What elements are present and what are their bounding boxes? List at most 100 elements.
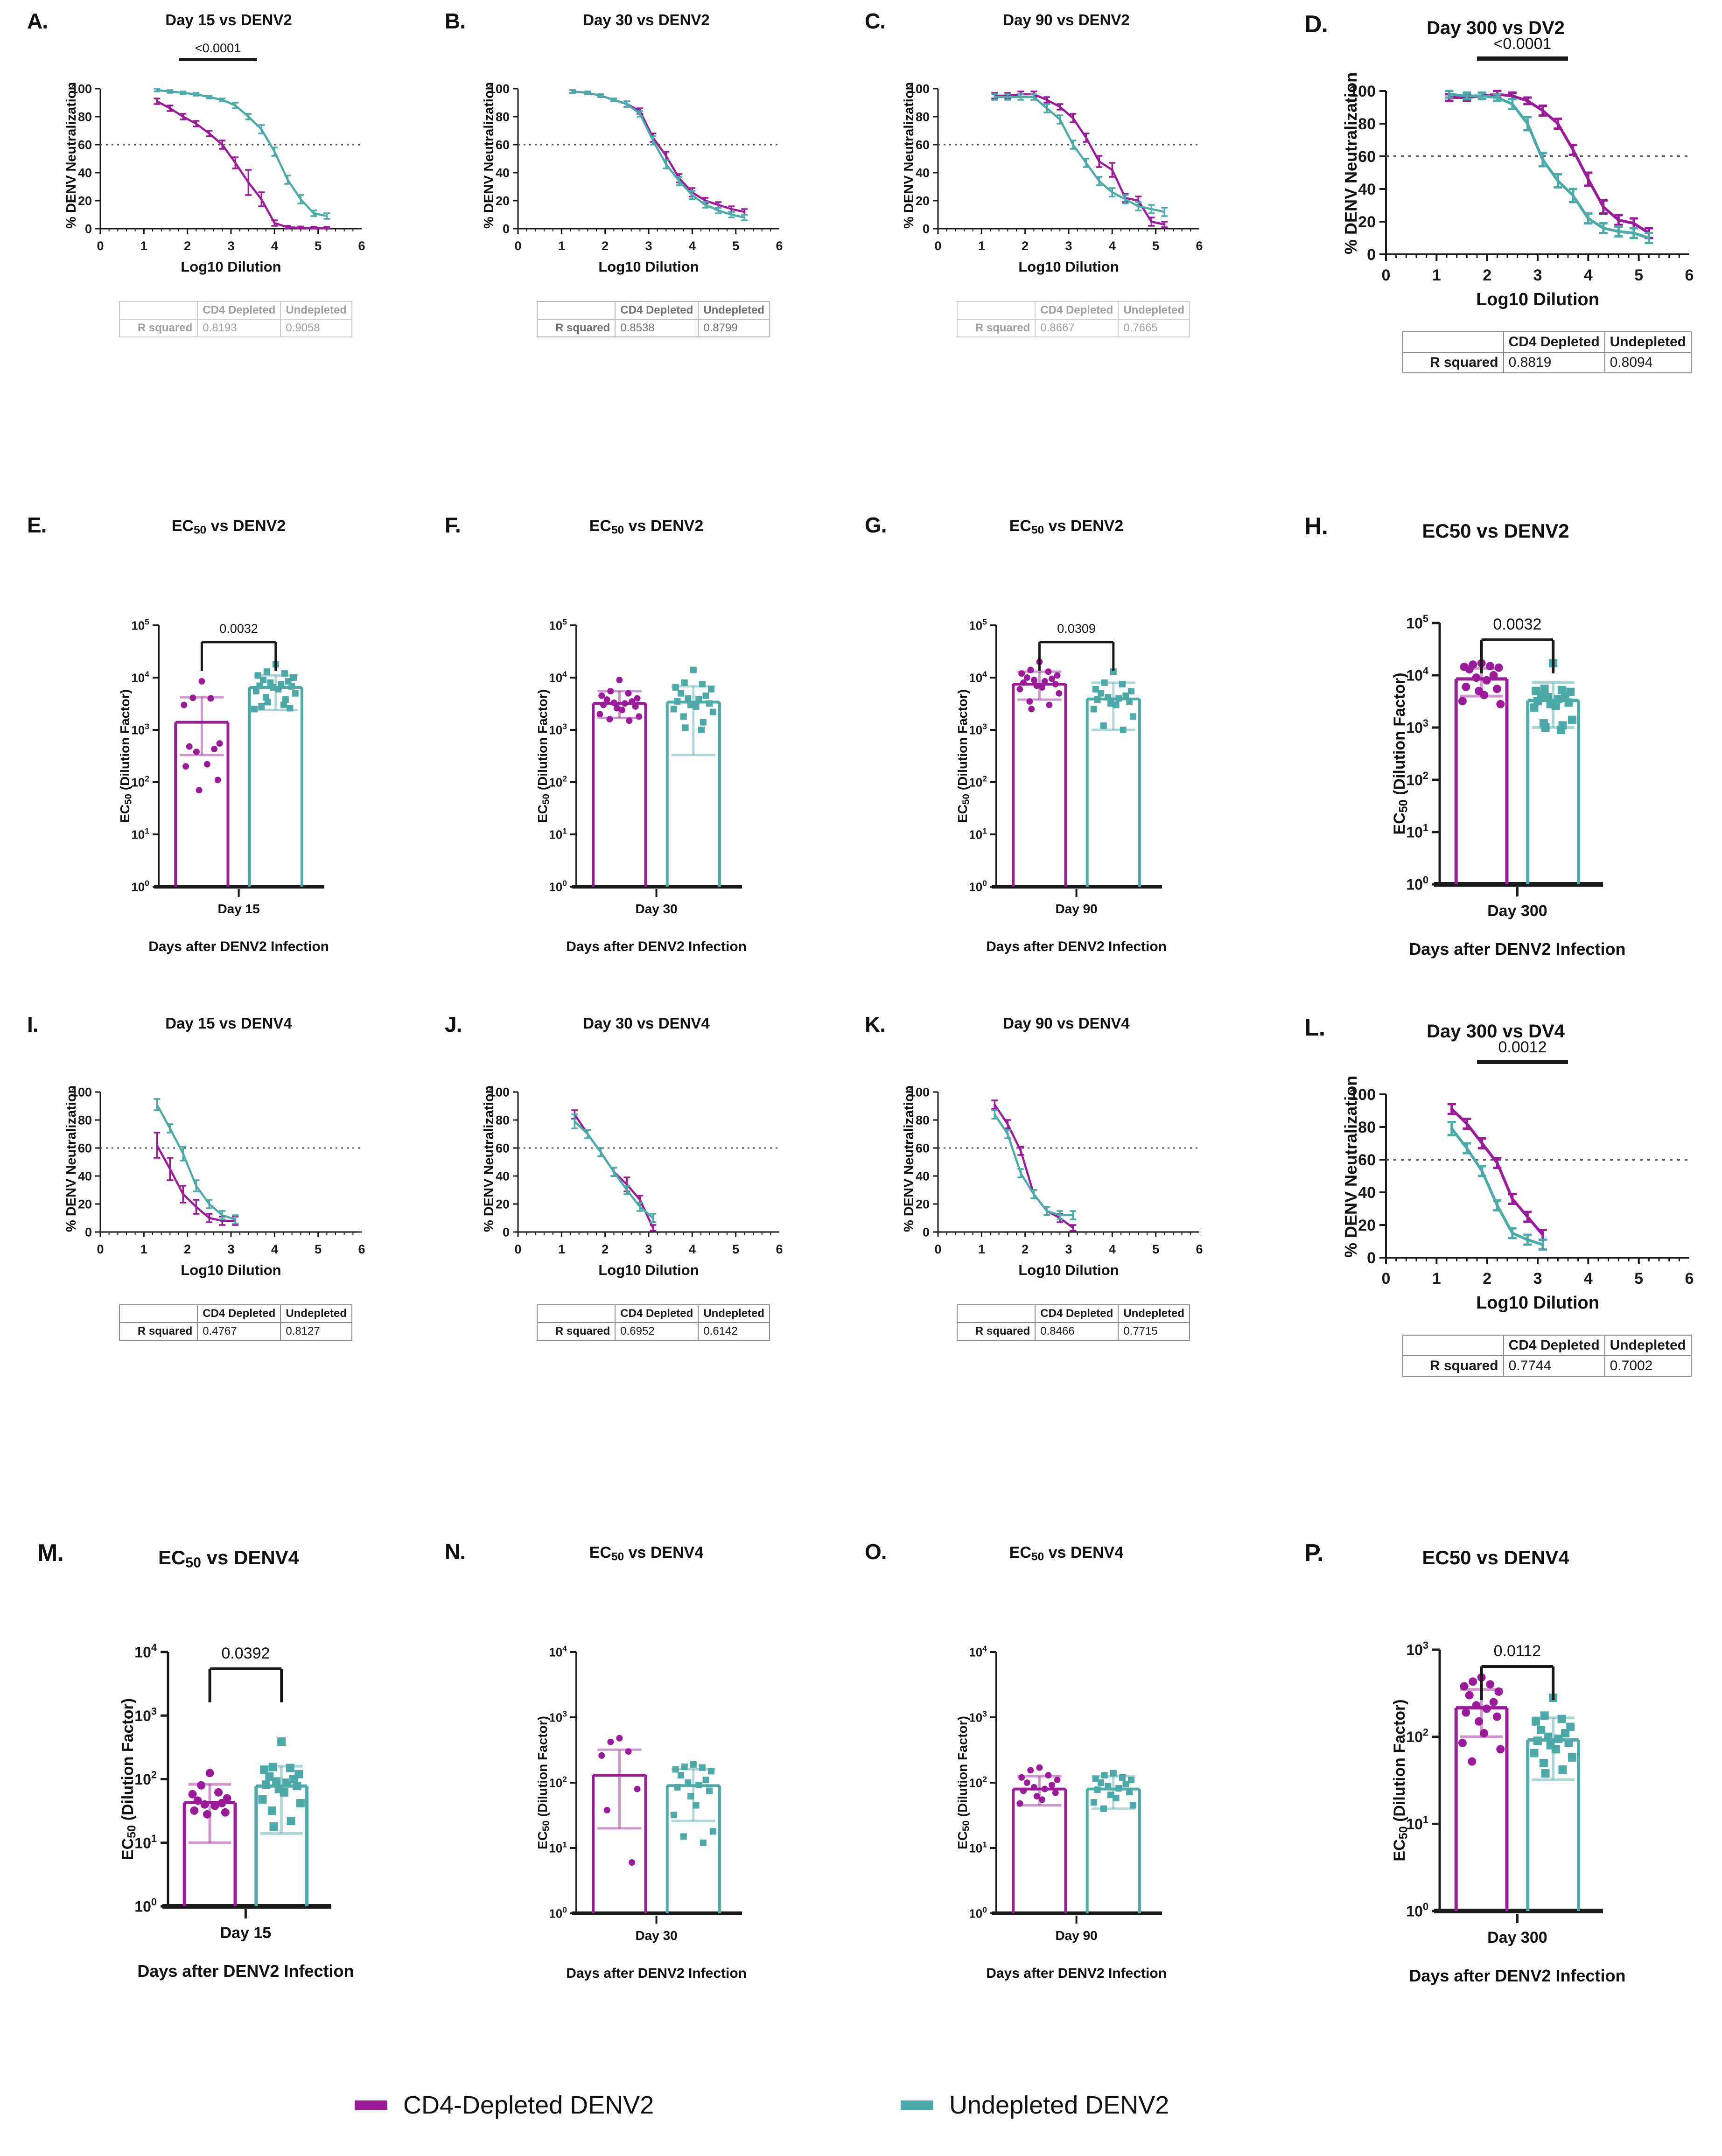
svg-text:4: 4: [1584, 1270, 1593, 1288]
svg-text:103: 103: [1406, 717, 1428, 736]
table-header-undepleted: Undepleted: [698, 1304, 770, 1323]
table-row: R squared 0.8819 0.8094: [1402, 352, 1692, 373]
svg-text:103: 103: [134, 1705, 157, 1724]
svg-text:0: 0: [503, 222, 510, 236]
svg-text:105: 105: [969, 617, 987, 632]
table-row: CD4 Depleted Undepleted: [536, 1304, 770, 1323]
svg-text:40: 40: [496, 166, 510, 180]
table-header-cd4: CD4 Depleted: [1503, 331, 1605, 353]
svg-text:0: 0: [97, 239, 104, 253]
rsquared-cd4-value: 0.8667: [1035, 319, 1119, 337]
panel-L: L. Day 300 vs DV4 0 20 40 60 80 100 0 1 2 3 4 5 6 0.001…: [1286, 1008, 1706, 1503]
panel-title-G: EC50 vs DENV2: [1009, 517, 1124, 537]
table-row: R squared 0.8466 0.7715: [956, 1322, 1190, 1341]
svg-text:5: 5: [1634, 266, 1643, 284]
table-row: R squared 0.4767 0.8127: [119, 1322, 352, 1341]
x-axis-label-O: Days after DENV2 Infection: [986, 1966, 1167, 1981]
svg-text:104: 104: [134, 1642, 157, 1660]
svg-text:100: 100: [969, 1905, 987, 1920]
rsquared-cd4-value: 0.6952: [615, 1322, 699, 1341]
rsquared-cd4-value: 0.4767: [197, 1322, 281, 1341]
svg-text:3: 3: [227, 1242, 234, 1256]
svg-text:1: 1: [140, 239, 147, 253]
svg-text:5: 5: [732, 1242, 739, 1256]
rsquared-table-C: CD4 Depleted Undepleted R squared 0.8667 0.7…: [956, 301, 1190, 337]
y-axis-label-F: EC50 (Dilution Factor): [535, 689, 552, 823]
panel-E: E. EC50 vs DENV2 100 101 102 103 104 105 0.0032 D…: [19, 509, 439, 1013]
svg-text:103: 103: [969, 721, 987, 737]
table-row-label: R squared: [536, 1322, 616, 1341]
svg-text:100: 100: [1349, 1086, 1376, 1104]
panel-letter-N: N.: [445, 1540, 466, 1564]
svg-text:3: 3: [1533, 1270, 1542, 1288]
svg-text:40: 40: [496, 1169, 510, 1183]
svg-text:0: 0: [1382, 266, 1391, 284]
rsquared-undepleted-value: 0.6142: [698, 1322, 770, 1341]
svg-text:105: 105: [1406, 613, 1428, 631]
plot-area-C: 0 20 40 60 80 100 0 1 2 3 4 5 6: [856, 5, 1276, 499]
rsquared-cd4-value: 0.8466: [1035, 1322, 1119, 1341]
svg-text:4: 4: [689, 1242, 696, 1256]
svg-text:20: 20: [916, 194, 930, 208]
svg-text:0: 0: [923, 222, 930, 236]
table-cell-blank: [536, 301, 616, 320]
figure-legend: CD4-Depleted DENV2 Undepleted DENV2: [355, 2091, 1381, 2133]
x-axis-label-B: Log10 Dilution: [598, 259, 699, 275]
table-row: CD4 Depleted Undepleted: [1402, 331, 1692, 353]
svg-text:2: 2: [1483, 266, 1491, 284]
x-axis-label-H: Days after DENV2 Infection: [1409, 939, 1626, 959]
x-axis-label-K: Log10 Dilution: [1018, 1262, 1119, 1278]
svg-text:104: 104: [549, 1644, 567, 1659]
svg-text:2: 2: [602, 239, 609, 253]
svg-text:100: 100: [131, 878, 149, 894]
svg-text:60: 60: [78, 138, 92, 152]
plot-area-O: 100 101 102 103 104: [856, 1535, 1276, 2039]
panel-title-O: EC50 vs DENV4: [1009, 1544, 1124, 1563]
plot-area-J: 0 20 40 60 80 100 0 1 2 3 4 5 6: [436, 1008, 856, 1503]
category-label-G: Day 90: [1055, 902, 1098, 916]
svg-text:100: 100: [489, 1085, 510, 1099]
table-row: CD4 Depleted Undepleted: [956, 1304, 1190, 1323]
table-header-undepleted: Undepleted: [280, 1304, 352, 1323]
svg-text:2: 2: [184, 239, 191, 253]
table-header-undepleted: Undepleted: [280, 301, 352, 320]
svg-text:6: 6: [1685, 266, 1694, 284]
svg-text:102: 102: [549, 774, 567, 789]
rsquared-table-B: CD4 Depleted Undepleted R squared 0.8538 0.8…: [536, 301, 770, 337]
panel-F: F. EC50 vs DENV2 100 101 102 103 104 105 Day 30 D…: [436, 509, 856, 1013]
svg-text:101: 101: [131, 826, 149, 841]
svg-text:6: 6: [776, 1242, 783, 1256]
table-header-cd4: CD4 Depleted: [1503, 1335, 1605, 1356]
panel-letter-I: I.: [27, 1012, 39, 1036]
panel-letter-M: M.: [37, 1540, 64, 1567]
panel-title-E: EC50 vs DENV2: [171, 517, 286, 537]
svg-text:60: 60: [916, 1141, 930, 1155]
svg-text:6: 6: [1196, 239, 1203, 253]
rsquared-undepleted-value: 0.8127: [280, 1322, 352, 1341]
table-header-cd4: CD4 Depleted: [615, 301, 699, 320]
table-row: R squared 0.7744 0.7002: [1402, 1355, 1692, 1377]
svg-text:0: 0: [85, 1225, 92, 1239]
svg-text:104: 104: [1406, 665, 1428, 684]
rsquared-undepleted-value: 0.7715: [1118, 1322, 1190, 1341]
svg-text:2: 2: [1022, 1242, 1029, 1256]
svg-text:0: 0: [1367, 246, 1376, 264]
svg-text:6: 6: [358, 1242, 365, 1256]
svg-text:20: 20: [496, 1197, 510, 1211]
table-row-label: R squared: [1402, 352, 1504, 373]
panel-title-H: EC50 vs DENV2: [1422, 520, 1569, 542]
svg-text:40: 40: [916, 166, 930, 180]
panel-title-M: EC50 vs DENV4: [158, 1547, 300, 1571]
svg-text:0: 0: [503, 1225, 510, 1239]
svg-text:40: 40: [1358, 1184, 1376, 1202]
svg-text:0: 0: [85, 222, 92, 236]
svg-text:6: 6: [358, 239, 365, 253]
x-axis-label-I: Log10 Dilution: [181, 1262, 281, 1278]
svg-text:102: 102: [1406, 770, 1428, 788]
category-label-H: Day 300: [1487, 902, 1547, 920]
plot-area-N: 100 101 102 103 104: [436, 1535, 856, 2039]
svg-text:101: 101: [134, 1833, 157, 1851]
svg-text:6: 6: [776, 239, 783, 253]
rsquared-cd4-value: 0.8538: [615, 319, 699, 337]
